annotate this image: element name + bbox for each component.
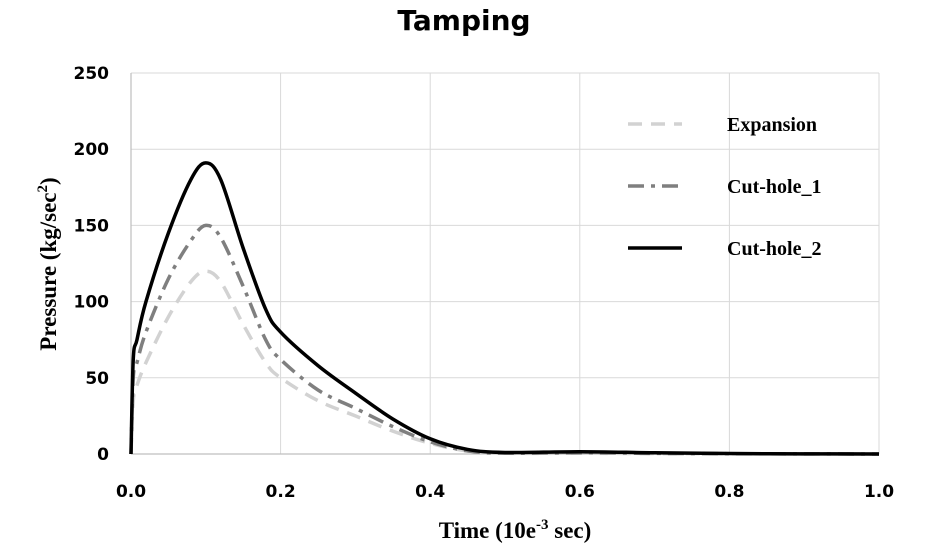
x-tick-label: 0.2 [266,482,296,502]
series-line-expansion [129,269,880,456]
tick-labels: 0 50 100 150 200 250 0.0 0.2 0.4 0.6 0.8 1.0 [74,64,895,502]
x-tick-label: 0.6 [565,482,595,502]
y-axis-label-sup: 2 [35,185,51,193]
y-tick-label: 50 [85,369,109,389]
y-tick-label: 150 [74,216,110,236]
chart-title: Tamping [397,4,530,37]
x-tick-label: 0.0 [116,482,146,502]
legend-label-expansion: Expansion [727,114,817,136]
grid [131,72,880,454]
legend: Expansion Cut-hole_1 Cut-hole_2 [628,114,821,260]
y-tick-label: 100 [74,293,110,313]
x-axis-label-sup: -3 [536,517,549,533]
series-line-cut-hole-2 [129,161,880,456]
x-tick-label: 0.8 [714,482,744,502]
y-tick-label: 250 [74,64,110,84]
x-axis-label: Time (10e-3 sec) [439,517,592,543]
x-axis-label-tail: sec) [549,518,592,543]
y-axis-label-tail: ) [36,177,61,185]
x-axis-label-main: Time (10e [439,518,536,543]
y-axis-label-main: Pressure (kg/sec [36,192,61,350]
x-tick-label: 1.0 [864,482,894,502]
legend-label-cut-hole-2: Cut-hole_2 [727,238,821,260]
series-lines [129,161,880,456]
x-tick-label: 0.4 [415,482,445,502]
y-axis-label: Pressure (kg/sec2) [35,177,61,350]
y-tick-label: 0 [97,445,109,465]
legend-label-cut-hole-1: Cut-hole_1 [727,176,821,198]
y-tick-label: 200 [74,140,110,160]
